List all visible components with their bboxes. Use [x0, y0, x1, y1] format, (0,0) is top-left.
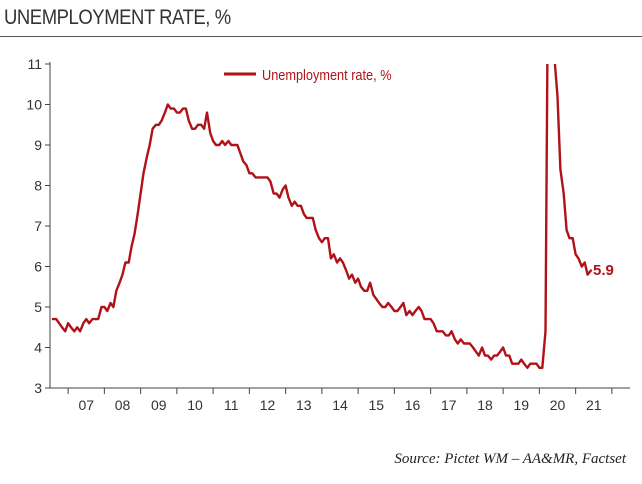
- y-tick-label: 3: [34, 380, 42, 396]
- x-tick-label: 18: [477, 397, 493, 413]
- x-tick-label: 10: [187, 397, 203, 413]
- x-tick-label: 13: [296, 397, 312, 413]
- x-tick-label: 07: [78, 397, 94, 413]
- source-note: Source: Pictet WM – AA&MR, Factset: [394, 451, 626, 467]
- x-tick-label: 20: [550, 397, 566, 413]
- y-tick-label: 4: [34, 340, 42, 356]
- chart-title: UNEMPLOYMENT RATE, %: [4, 6, 231, 29]
- x-tick-label: 09: [151, 397, 167, 413]
- x-tick-label: 17: [441, 397, 457, 413]
- end-value-label: 5.9: [593, 262, 614, 279]
- x-tick-label: 12: [260, 397, 276, 413]
- x-tick-label: 14: [332, 397, 348, 413]
- legend-label: Unemployment rate, %: [262, 66, 392, 83]
- y-tick-label: 8: [34, 178, 42, 194]
- series-line-unemployment-rate: [51, 64, 593, 369]
- y-tick-label: 10: [26, 97, 42, 113]
- y-tick-label: 7: [34, 218, 42, 234]
- y-tick-label: 11: [27, 56, 42, 72]
- y-tick-label: 5: [34, 299, 42, 315]
- x-axis-ticks: 07 08 09 10 11 12 13 14 15 16 17 18 19 20 21: [67, 388, 613, 413]
- x-tick-label: 08: [115, 397, 131, 413]
- y-axis-ticks: 3 4 5 6 7 8 9 10 11: [26, 56, 50, 396]
- y-tick-label: 9: [34, 137, 42, 153]
- x-tick-label: 15: [368, 397, 384, 413]
- x-tick-label: 11: [224, 397, 239, 413]
- x-tick-label: 19: [513, 397, 529, 413]
- y-tick-label: 6: [34, 259, 42, 275]
- title-divider: [0, 36, 642, 37]
- x-tick-label: 16: [405, 397, 421, 413]
- x-tick-label: 21: [586, 397, 602, 413]
- chart-legend: Unemployment rate, %: [224, 66, 392, 83]
